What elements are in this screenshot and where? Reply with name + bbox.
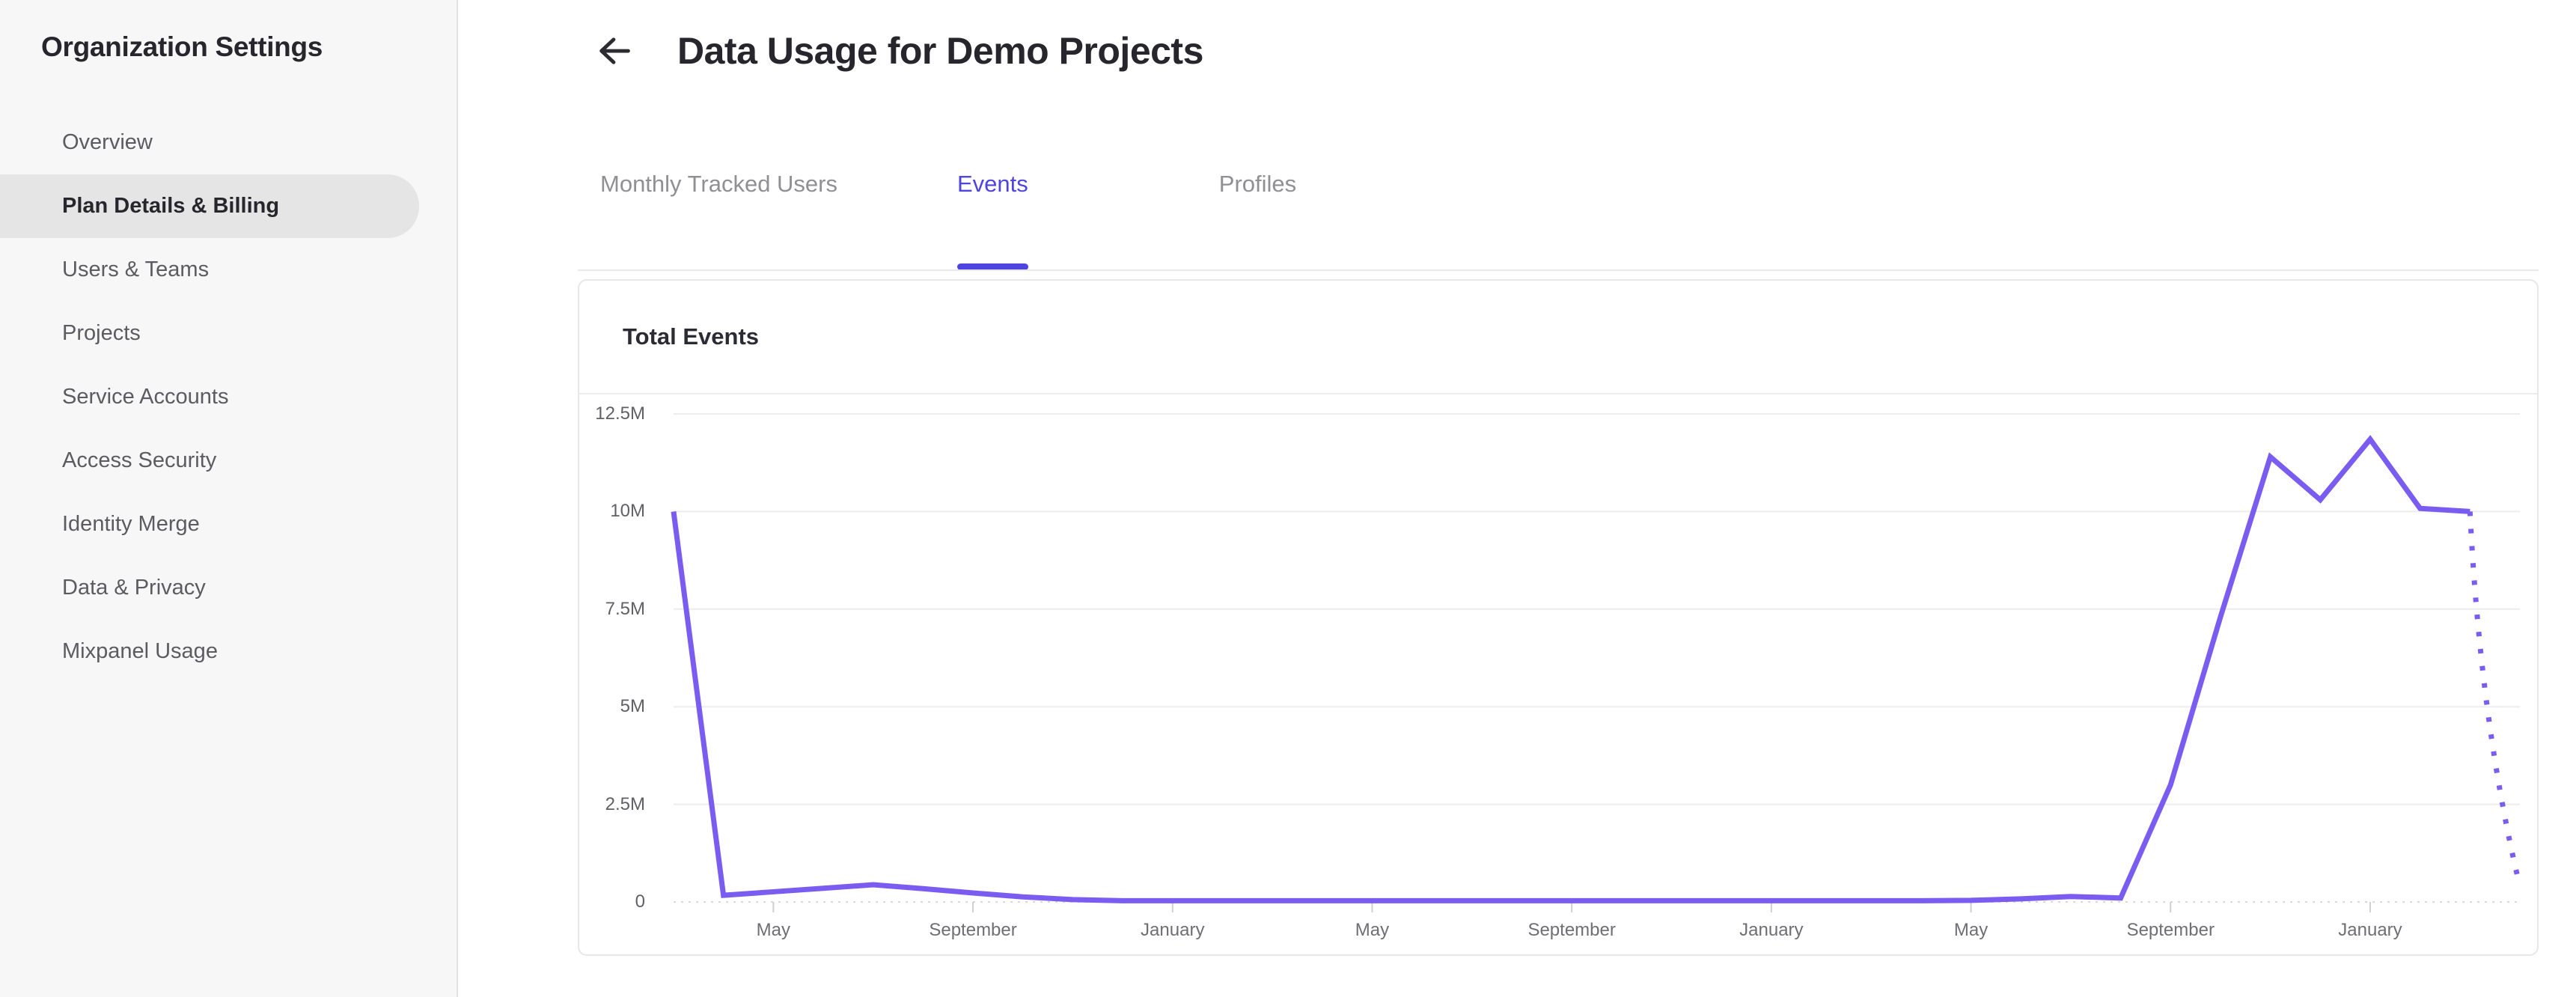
sidebar-item-access-security[interactable]: Access Security: [62, 448, 217, 472]
sidebar-item-projects[interactable]: Projects: [62, 321, 141, 345]
y-axis-label: 0: [635, 891, 645, 912]
card-header-divider: [579, 393, 2537, 394]
sidebar-item-plan-details-billing[interactable]: Plan Details & Billing: [0, 174, 419, 238]
x-axis-label: September: [2126, 920, 2215, 940]
y-axis-label: 10M: [610, 501, 645, 522]
sidebar-item-identity-merge[interactable]: Identity Merge: [62, 512, 200, 536]
x-axis-label: January: [1739, 920, 1804, 940]
events-projected-dotted-line: [2467, 511, 2523, 887]
tab-label: Events: [957, 171, 1028, 197]
tab-profiles[interactable]: Profiles: [1219, 171, 1296, 270]
sidebar: Organization Settings Overview Plan Detai…: [0, 0, 458, 997]
sidebar-item-data-privacy[interactable]: Data & Privacy: [62, 576, 206, 600]
x-axis-label: January: [2338, 920, 2402, 940]
x-axis-label: January: [1141, 920, 1205, 940]
events-line-chart: 12.5M 10M 7.5M 5M 2.5M 0 May September January Ma…: [579, 281, 2537, 954]
line-chart-plot-area[interactable]: [671, 413, 2523, 912]
card-title: Total Events: [623, 323, 760, 350]
active-tab-underline: [957, 263, 1028, 270]
sidebar-item-service-accounts[interactable]: Service Accounts: [62, 385, 229, 409]
tab-monthly-tracked-users[interactable]: Monthly Tracked Users: [600, 171, 837, 270]
y-axis-label: 7.5M: [605, 598, 645, 619]
y-axis-label: 2.5M: [605, 793, 645, 814]
x-axis-label: May: [1953, 920, 1989, 940]
tab-label: Monthly Tracked Users: [600, 171, 837, 197]
sidebar-item-overview[interactable]: Overview: [62, 130, 153, 154]
sidebar-item-users-teams[interactable]: Users & Teams: [62, 257, 210, 281]
events-series-line: [671, 435, 2470, 903]
total-events-card: Total Events 12.5M 10M 7.5M 5M 2.5M 0 May Septe…: [578, 279, 2539, 956]
x-axis-label: May: [756, 920, 791, 940]
main-content: Data Usage for Demo Projects Monthly Tra…: [458, 0, 2576, 997]
x-axis-label: September: [929, 920, 1017, 940]
y-axis-label: 12.5M: [595, 403, 645, 424]
x-axis-label: September: [1527, 920, 1616, 940]
tabs: Monthly Tracked Users Events Profiles: [600, 171, 1296, 270]
tabs-divider: [578, 269, 2539, 271]
tab-label: Profiles: [1218, 171, 1297, 197]
sidebar-nav: Overview Plan Details & Billing Users & Te…: [0, 111, 457, 683]
page-title: Data Usage for Demo Projects: [677, 30, 1203, 72]
sidebar-item-mixpanel-usage[interactable]: Mixpanel Usage: [62, 639, 218, 663]
sidebar-title: Organization Settings: [41, 31, 323, 62]
back-arrow-icon: [599, 37, 630, 64]
tab-events[interactable]: Events: [957, 171, 1028, 270]
y-axis-label: 5M: [620, 696, 645, 717]
x-axis-label: May: [1355, 920, 1390, 940]
back-button[interactable]: [595, 31, 634, 70]
